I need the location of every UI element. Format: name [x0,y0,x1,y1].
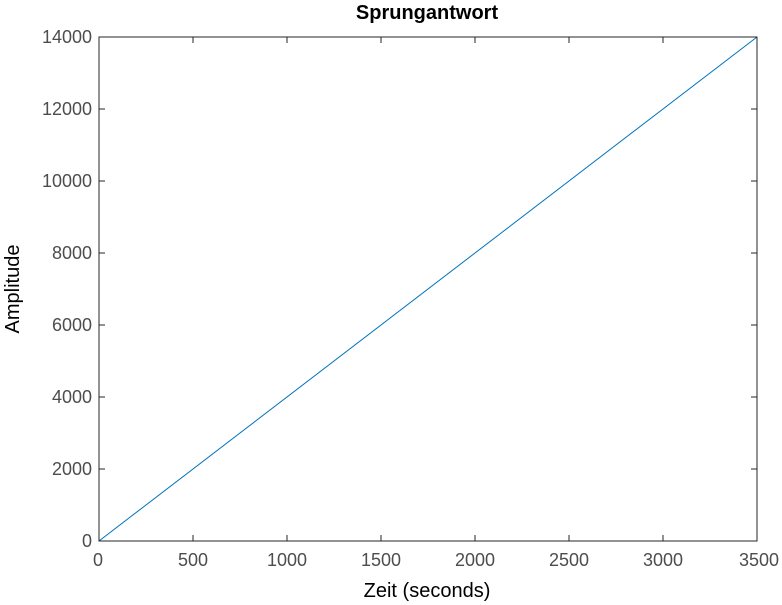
x-tick-label: 2500 [549,550,589,570]
plot-area: 0 500 1000 1500 2000 2500 3000 3500 0 2000 4000 600… [42,27,779,570]
y-axis-label: Amplitude [2,245,24,334]
x-tick-label: 3500 [739,550,779,570]
y-tick-label: 0 [82,531,92,551]
x-tick-label: 1500 [361,550,401,570]
x-tick-label: 3000 [643,550,683,570]
series-line-0 [98,36,758,542]
y-tick-label: 12000 [42,99,92,119]
ticks-layer: 0 500 1000 1500 2000 2500 3000 3500 0 2000 4000 600… [42,27,779,570]
x-tick-label: 0 [93,550,103,570]
x-tick-label: 500 [178,550,208,570]
x-tick-label: 2000 [455,550,495,570]
y-tick-label: 14000 [42,27,92,47]
y-tick-label: 6000 [52,315,92,335]
chart-title: Sprungantwort [356,2,499,24]
series-layer [98,36,758,542]
x-axis-label: Zeit (seconds) [364,580,491,602]
y-tick-label: 10000 [42,171,92,191]
y-tick-label: 8000 [52,243,92,263]
x-tick-label: 1000 [267,550,307,570]
y-tick-label: 4000 [52,387,92,407]
y-tick-label: 2000 [52,459,92,479]
